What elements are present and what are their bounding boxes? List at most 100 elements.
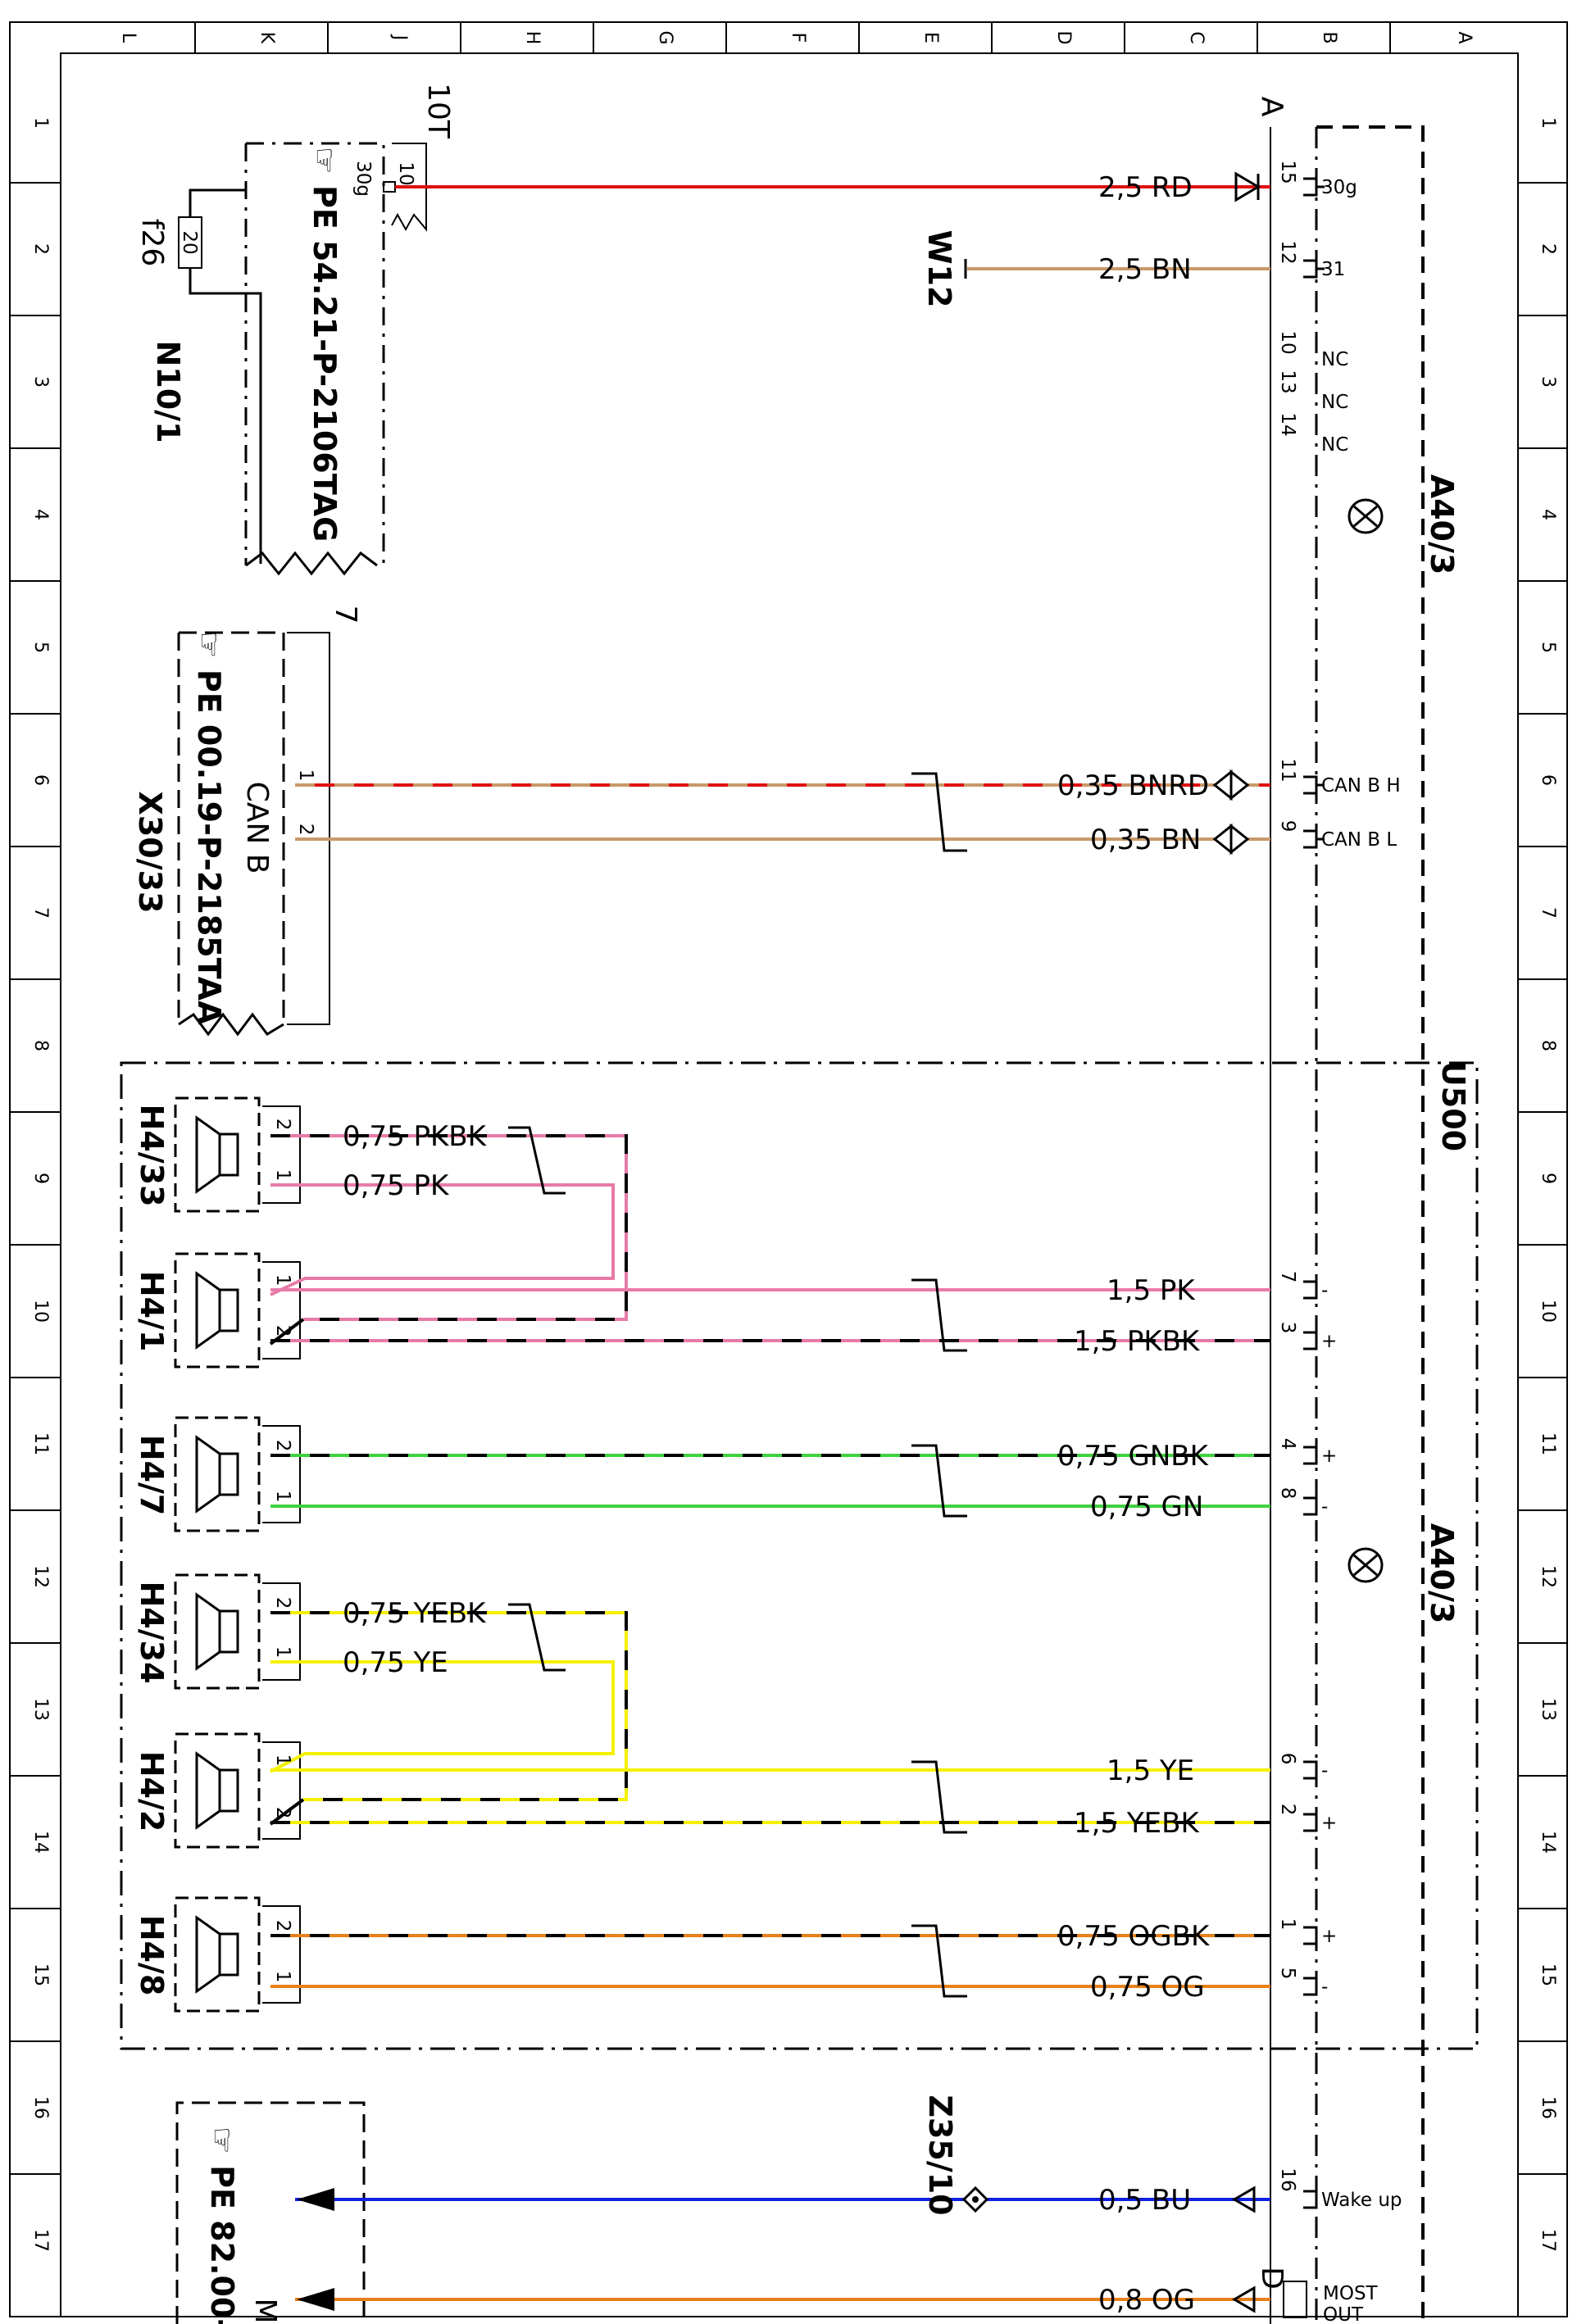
wire-label-bn: 2,5 BN <box>1098 253 1192 286</box>
pin-5: 5 <box>1277 1968 1298 1980</box>
col-letter: L <box>118 33 139 43</box>
row-number: 13 <box>1538 1698 1558 1721</box>
row-number: 11 <box>30 1432 51 1455</box>
n10-1-fuse-box: N10/1 10T ☞ PE 54.21-P-2106TAG 20 f26 10… <box>135 83 455 576</box>
wire-label-yebk-short: 0,75 YEBK <box>343 1597 487 1630</box>
row-number: 14 <box>1538 1831 1558 1854</box>
row-number: 8 <box>1538 1040 1558 1051</box>
most-cut-label: M <box>248 2298 282 2323</box>
speaker-h4-34: H4/34 <box>134 1573 261 1690</box>
pin-label: 2 <box>272 1597 293 1609</box>
a40-pin-numbers: 15 12 10 13 14 11 9 7 3 4 8 6 2 1 5 16 <box>1277 160 1298 2191</box>
terminal-can-l: CAN B L <box>1321 829 1397 851</box>
fuse-rating: 20 <box>179 230 200 254</box>
fuse-pin-in: 10 <box>395 161 416 185</box>
row-grid <box>10 182 1567 2175</box>
row-number: 10 <box>30 1300 51 1323</box>
pin-label: 2 <box>272 1440 293 1452</box>
row-number: 4 <box>1538 509 1558 520</box>
h4-33-label: H4/33 <box>134 1104 170 1206</box>
terminal-minus: - <box>1321 1280 1328 1301</box>
pin-14: 14 <box>1277 412 1298 436</box>
speaker-h4-8: H4/8 <box>134 1896 261 2013</box>
can-ref-pe: ☞ PE 00.19-P-2185TAA <box>191 631 227 1025</box>
x30-number: 7 <box>329 606 362 624</box>
pin-11: 11 <box>1277 758 1298 782</box>
fuse-f26: 20 f26 <box>135 188 262 564</box>
row-number: 3 <box>30 376 51 388</box>
row-number: 15 <box>30 1963 51 1986</box>
pin-13: 13 <box>1277 370 1298 393</box>
col-letter: D <box>1053 31 1074 45</box>
terminal-plus: + <box>1321 1813 1337 1834</box>
wire-label-ogbk: 0,75 OGBK <box>1057 1920 1211 1953</box>
z35-10-label: Z35/10 <box>922 2095 958 2215</box>
row-number: 8 <box>30 1040 51 1051</box>
pin-8: 8 <box>1277 1487 1298 1500</box>
h4-8-label: H4/8 <box>134 1915 170 1996</box>
row-number: 2 <box>30 243 51 255</box>
pin-label: 1 <box>272 1491 293 1503</box>
row-number: 1 <box>1538 117 1558 129</box>
a40-3-label-top: A40/3 <box>1424 474 1460 575</box>
pin-label: 2 <box>272 1119 293 1131</box>
w12-label: W12 <box>921 230 957 308</box>
pin-3: 3 <box>1277 1322 1298 1334</box>
row-number: 1 <box>30 117 51 129</box>
pink-speaker-wires <box>269 1126 1270 1352</box>
row-number: 16 <box>30 2096 51 2119</box>
pin-1: 1 <box>1277 1918 1298 1931</box>
row-number: 13 <box>30 1698 51 1721</box>
wire-label-og: 0,75 OG <box>1090 1971 1205 2004</box>
terminal-minus: - <box>1321 1760 1328 1782</box>
wire-label-pk: 1,5 PK <box>1107 1274 1196 1307</box>
pin-label: 2 <box>272 1920 293 1932</box>
most-block: ☞ PE 82.00- M 0,5 BU Z35/10 0,8 OG <box>175 2095 1307 2324</box>
terminal-plus: + <box>1321 1926 1337 1947</box>
col-letter: G <box>655 30 675 44</box>
column-grid <box>194 22 1391 53</box>
pin-9: 9 <box>1277 820 1298 833</box>
pin-label: 1 <box>272 1169 293 1182</box>
h4-34-label: H4/34 <box>134 1581 170 1683</box>
row-number: 6 <box>1538 774 1558 786</box>
can-wires: 0,35 BNRD 0,35 BN 1 2 <box>295 769 1270 856</box>
connector-a-label: A <box>1255 97 1288 117</box>
terminal-wake-up: Wake up <box>1321 2190 1402 2211</box>
speaker-unit-icon <box>1347 498 1384 534</box>
speaker-h4-33: H4/33 <box>134 1096 261 1213</box>
u500-assembly: U500 <box>120 1061 1479 2050</box>
row-number: 10 <box>1538 1300 1558 1323</box>
row-number: 9 <box>1538 1173 1558 1184</box>
terminal-most: MOST <box>1323 2283 1379 2304</box>
wire-label-yebk: 1,5 YEBK <box>1074 1807 1200 1840</box>
row-number: 4 <box>30 509 51 520</box>
wire-label-rd: 2,5 RD <box>1098 171 1193 204</box>
terminal-31: 31 <box>1321 259 1345 280</box>
pin-label: 2 <box>272 1325 293 1337</box>
h4-1-label: H4/1 <box>134 1271 170 1352</box>
h4-7-label: H4/7 <box>134 1435 170 1516</box>
pin-label: 2 <box>272 1807 293 1819</box>
fuse-pin-out: 30g <box>352 161 374 197</box>
fuse-ref-pe: ☞ PE 54.21-P-2106TAG <box>307 147 343 542</box>
speaker-pin-boxes <box>262 1105 301 2004</box>
wire-label-pkbk: 1,5 PKBK <box>1074 1325 1201 1358</box>
a40-3-label-mid: A40/3 <box>1424 1523 1460 1624</box>
a40-3-unit: A D A40/3 A40/3 <box>1255 97 1460 2324</box>
row-number: 17 <box>30 2229 51 2252</box>
yellow-speaker-wires <box>269 1603 1270 1834</box>
can-b-label: CAN B <box>240 782 274 874</box>
pin-label: 1 <box>272 1646 293 1659</box>
col-letter: H <box>522 31 543 45</box>
terminal-plus: + <box>1321 1331 1337 1352</box>
pin-label: 1 <box>272 1274 293 1287</box>
terminal-nc: NC <box>1321 392 1348 413</box>
row-number: 6 <box>30 774 51 786</box>
wire-label-og8: 0,8 OG <box>1098 2284 1195 2317</box>
most-ref-pe: ☞ PE 82.00- <box>204 2127 240 2324</box>
x30-pin-1: 1 <box>295 769 316 782</box>
pin-2: 2 <box>1277 1804 1298 1816</box>
row-number: 3 <box>1538 376 1558 388</box>
